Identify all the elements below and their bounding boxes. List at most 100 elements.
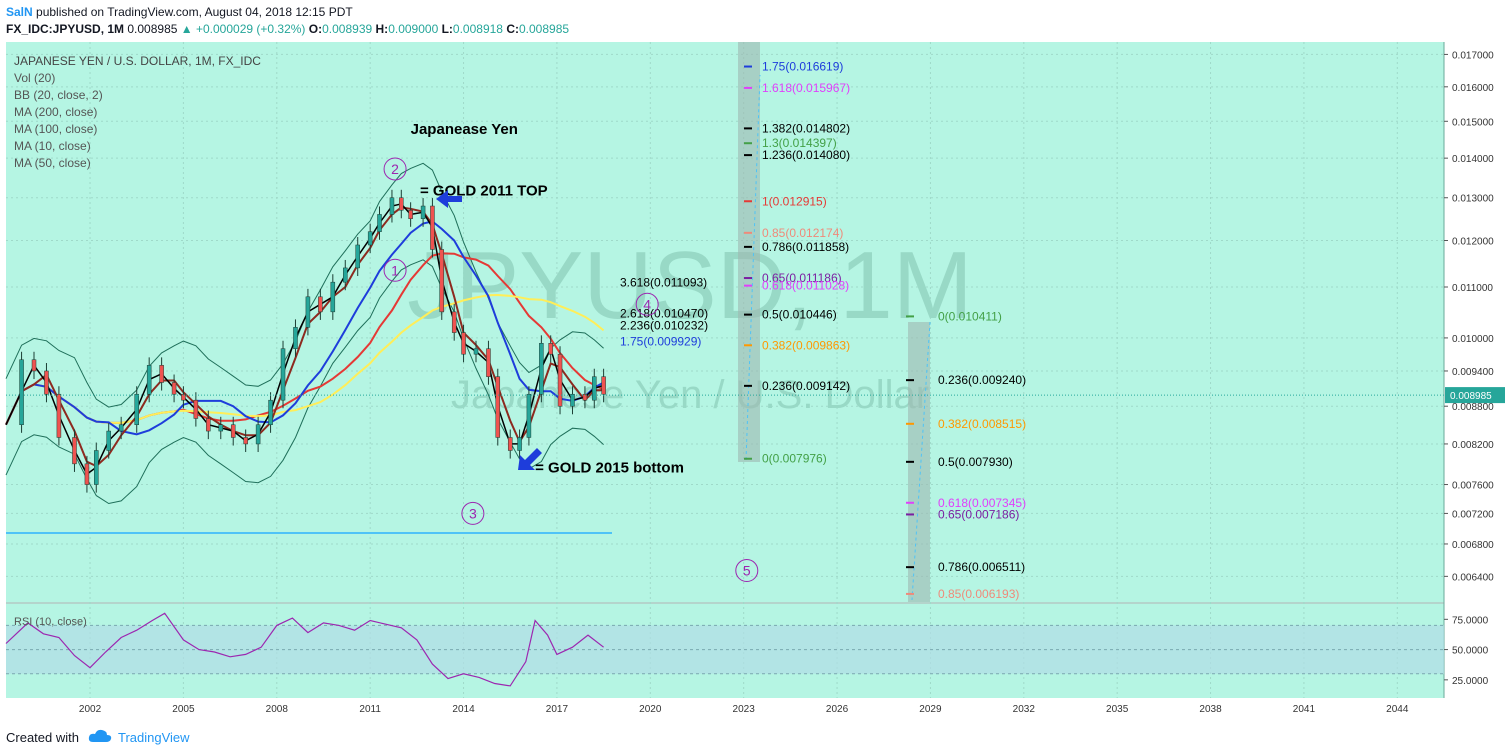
candle-body — [517, 437, 522, 451]
candle-body — [56, 393, 62, 438]
indicator-legend-item: MA (200, close) — [14, 105, 97, 119]
fib-trend-line — [745, 74, 761, 461]
tradingview-cloud-icon — [88, 729, 112, 742]
candle-body — [451, 311, 457, 333]
candle-body — [255, 424, 261, 445]
candle-body — [526, 393, 532, 438]
fib-extension-label: 3.618(0.011093) — [620, 275, 707, 289]
price-axis[interactable]: 0.017000 0.016000 0.015000 0.014000 0.013000… — [1444, 50, 1494, 583]
indicator-legend: JAPANESE YEN / U.S. DOLLAR, 1M, FX_IDC Vo… — [14, 54, 261, 170]
time-tick-label: 2005 — [172, 704, 195, 715]
wave-label: 2 — [391, 161, 399, 177]
candle-body — [193, 399, 199, 419]
candle-body — [420, 205, 426, 219]
candle-body — [118, 424, 124, 432]
time-tick-label: 2020 — [639, 704, 662, 715]
author-name[interactable]: SalN — [6, 5, 33, 19]
candle-body — [44, 370, 49, 395]
ma-50-line — [5, 206, 604, 468]
price-tick-label: 0.006800 — [1452, 540, 1494, 551]
high-value: 0.009000 — [388, 22, 439, 36]
candle-body — [159, 365, 164, 383]
price-tick-label: 0.007200 — [1452, 509, 1494, 520]
candle-body — [84, 463, 90, 485]
time-tick-label: 2044 — [1386, 704, 1409, 715]
fib-levels: 1.75(0.016619) 1.618(0.015967) 1.382(0.014… — [620, 60, 1026, 601]
fib-level-label: 0.65(0.011186) — [762, 271, 842, 285]
rsi-tick-label: 25.0000 — [1452, 676, 1489, 687]
time-tick-label: 2026 — [826, 704, 849, 715]
fib-level-label: 0(0.010411) — [938, 309, 1002, 323]
candle-body — [507, 437, 513, 451]
fib-level-label: 0(0.007976) — [762, 452, 827, 466]
time-tick-label: 2029 — [919, 704, 942, 715]
chart-canvas[interactable]: JPYUSD, 1M Japanese Yen / U.S. Dollar 0.… — [0, 0, 1508, 720]
time-axis[interactable]: 2002 2005 2008 2011 2014 2017 2020 2023 2026 2029… — [79, 704, 1409, 715]
time-tick-label: 2035 — [1106, 704, 1129, 715]
rsi-pane: RSI (10, close) 75.0000 50.0000 25.0000 — [5, 612, 1489, 687]
fib-level-label: 0.85(0.006193) — [938, 587, 1019, 601]
ma-blue-line — [5, 220, 605, 436]
bollinger-upper — [5, 162, 604, 408]
candle-body — [548, 343, 553, 355]
candle-body — [94, 450, 99, 485]
tradingview-link[interactable]: TradingView — [118, 730, 190, 745]
low-label: L: — [441, 22, 453, 36]
price-tick-label: 0.008800 — [1452, 402, 1494, 413]
rsi-title: RSI (10, close) — [14, 616, 87, 628]
rsi-tick-label: 50.0000 — [1452, 646, 1489, 657]
fib-level-label: 0.382(0.009863) — [762, 338, 850, 352]
close-label: C: — [506, 22, 519, 36]
candle-body — [243, 437, 248, 445]
price-tick-label: 0.011000 — [1452, 283, 1493, 294]
footer: Created with TradingView — [0, 720, 1508, 755]
symbol-line: FX_IDC:JPYUSD, 1M 0.008985 ▲ +0.000029 (… — [6, 22, 569, 36]
fib-level-label: 0.786(0.006511) — [938, 560, 1025, 574]
price-tick-label: 0.013000 — [1452, 194, 1494, 205]
fib-level-label: 1.236(0.014080) — [762, 148, 850, 162]
rsi-tick-label: 75.0000 — [1452, 615, 1489, 626]
candle-body — [305, 296, 311, 328]
candle-body — [408, 209, 413, 219]
fib-level-label: 0.618(0.011028) — [762, 279, 849, 293]
grid-lines — [6, 42, 1444, 698]
candle-body — [19, 359, 24, 425]
wave-circle — [461, 501, 485, 525]
rsi-line — [5, 612, 604, 687]
low-value: 0.008918 — [452, 22, 503, 36]
fib-level-label: 0.618(0.007345) — [938, 496, 1026, 510]
candle-body — [539, 343, 544, 395]
price-tick-label: 0.017000 — [1452, 50, 1494, 61]
fib-level-label: 0.85(0.012174) — [762, 226, 843, 240]
last-price-tag — [1445, 387, 1505, 404]
open-label: O: — [308, 22, 323, 36]
price-tick-label: 0.007600 — [1452, 481, 1494, 492]
time-tick-label: 2002 — [79, 704, 102, 715]
candle-body — [601, 376, 606, 395]
fib-extension-label: 2.236(0.010232) — [620, 319, 708, 333]
chart-annotation: = GOLD 2015 bottom — [535, 460, 684, 477]
price-tick-label: 0.016000 — [1452, 83, 1494, 94]
fib-level-label: 0.382(0.008515) — [938, 417, 1026, 431]
ma-100-line — [5, 293, 605, 426]
indicator-legend-item: BB (20, close, 2) — [14, 88, 103, 102]
wave-label: 5 — [743, 563, 751, 579]
publish-line: SalN published on TradingView.com, Augus… — [6, 5, 353, 19]
time-tick-label: 2017 — [546, 704, 569, 715]
candle-body — [582, 393, 588, 401]
arrow-up-left-icon — [518, 448, 542, 470]
candle-body — [330, 281, 336, 313]
rsi-band — [6, 625, 1444, 674]
candle-body — [293, 327, 298, 349]
fib-zones — [6, 42, 931, 602]
fib-extension-label: 1.75(0.009929) — [620, 335, 701, 349]
candle-body — [461, 332, 466, 355]
fib-level-label: 0.5(0.007930) — [938, 455, 1013, 469]
wave-label: 4 — [643, 296, 651, 312]
chart-title: JAPANESE YEN / U.S. DOLLAR, 1M, FX_IDC — [14, 54, 261, 68]
wave-label: 1 — [391, 262, 399, 278]
bollinger-lower — [5, 259, 604, 505]
candle-body — [430, 205, 435, 250]
fib-level-label: 1.618(0.015967) — [762, 81, 850, 95]
arrow-left-icon — [436, 190, 462, 208]
